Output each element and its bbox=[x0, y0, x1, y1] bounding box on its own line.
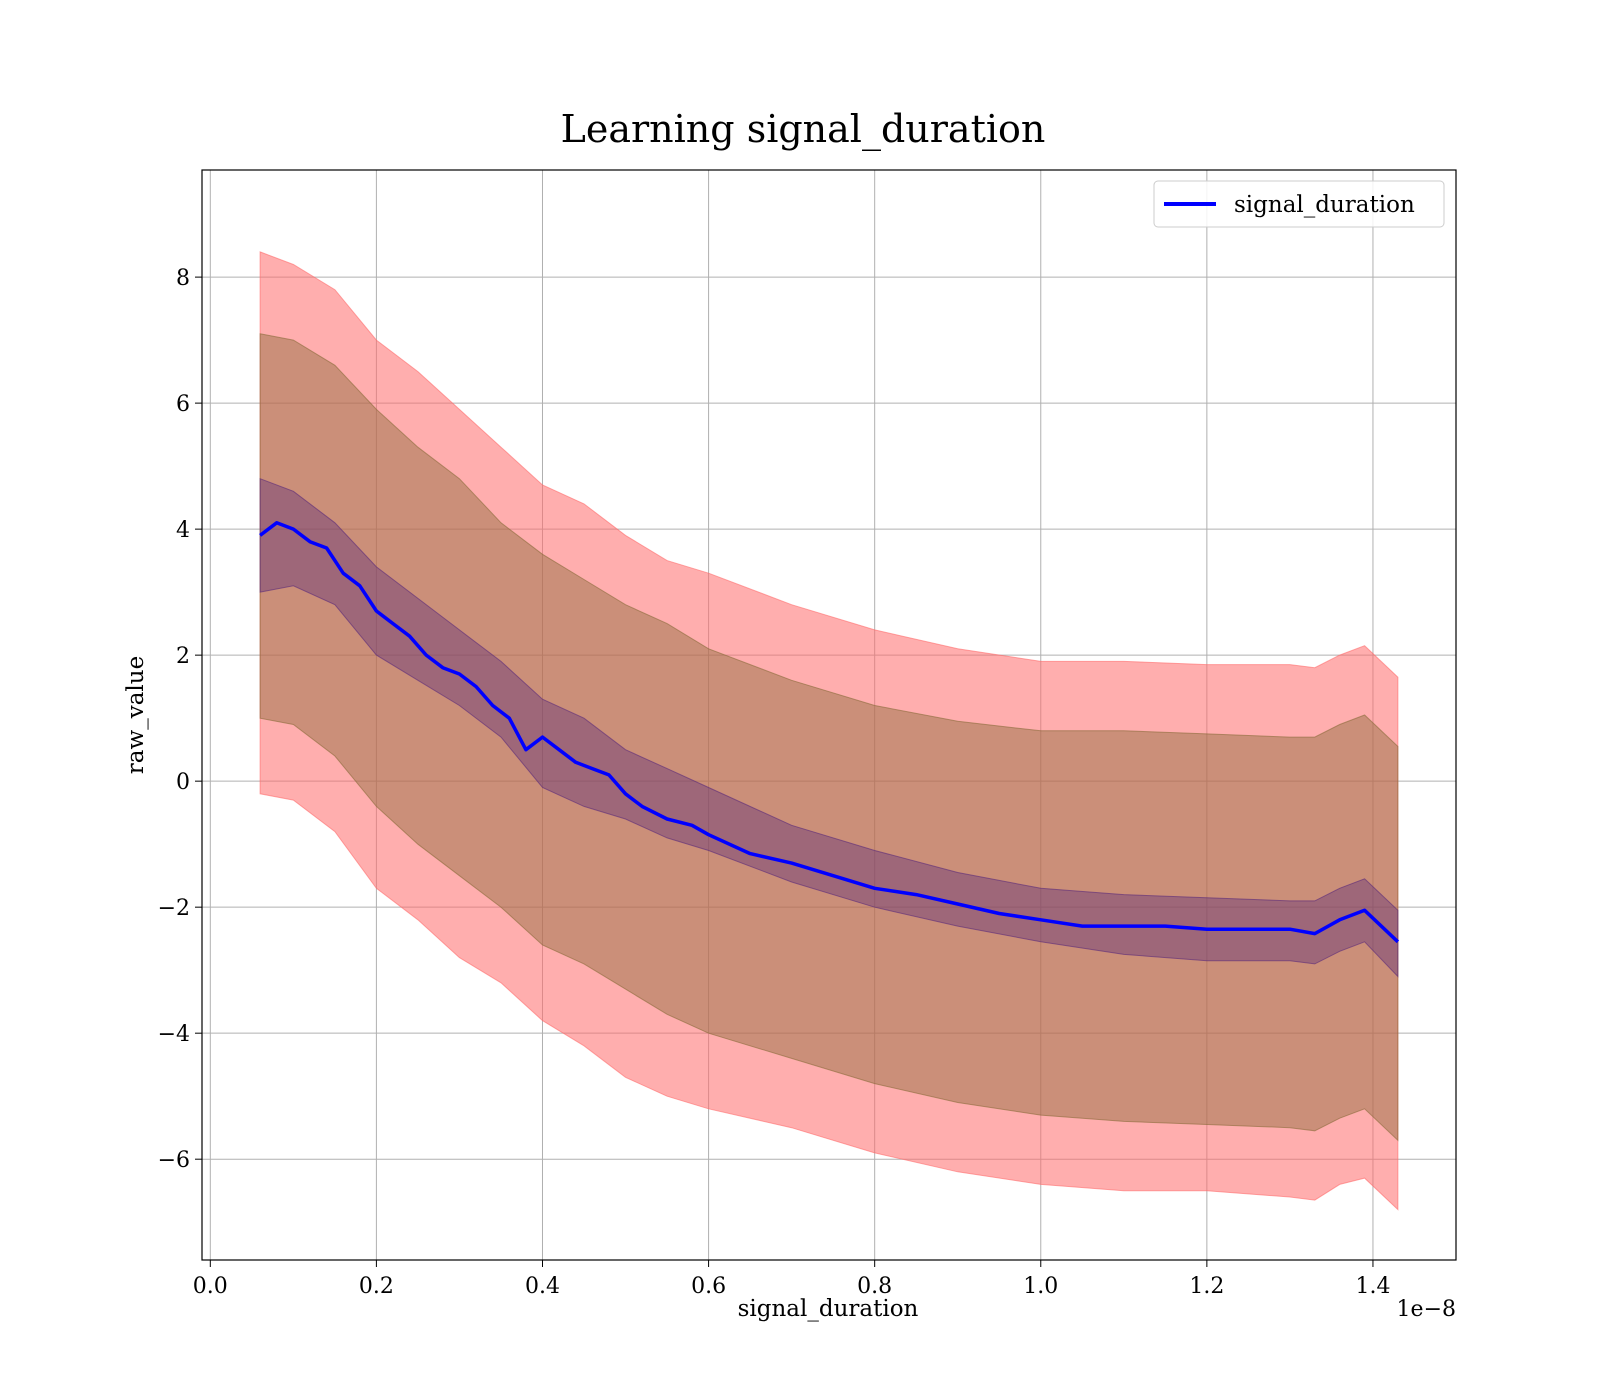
x-tick-label: 1.2 bbox=[1189, 1274, 1224, 1299]
band-middle bbox=[259, 333, 1399, 1142]
y-tick-label: −4 bbox=[158, 1022, 190, 1047]
y-tick-label: −6 bbox=[158, 1148, 190, 1173]
series-line bbox=[259, 521, 1400, 944]
plot-frame bbox=[201, 169, 1457, 1261]
legend: signal_duration bbox=[1153, 180, 1445, 228]
y-tick-label: 0 bbox=[176, 770, 190, 795]
x-tick-label: 0.2 bbox=[359, 1274, 394, 1299]
y-tick-label: 2 bbox=[176, 644, 190, 669]
x-axis-title: signal_duration bbox=[738, 1296, 919, 1322]
confidence-bands bbox=[259, 251, 1399, 1211]
x-tick-label: 0.6 bbox=[691, 1274, 726, 1299]
x-tick-label: 0.8 bbox=[857, 1274, 892, 1299]
x-tick-label: 1.0 bbox=[1023, 1274, 1058, 1299]
chart-title: Learning signal_duration bbox=[561, 107, 1046, 152]
band-inner bbox=[259, 477, 1399, 978]
y-tick-label: 8 bbox=[176, 266, 190, 291]
x-tick-label: 1.4 bbox=[1355, 1274, 1390, 1299]
x-axis-offset-label: 1e−8 bbox=[1397, 1297, 1456, 1322]
y-tick-label: 4 bbox=[176, 518, 190, 543]
band-outer bbox=[259, 251, 1399, 1211]
y-tick-label: 6 bbox=[176, 392, 190, 417]
legend-box bbox=[1153, 180, 1445, 228]
x-tick-label: 0.0 bbox=[193, 1274, 228, 1299]
y-tick-label: −2 bbox=[158, 896, 190, 921]
series-lines bbox=[259, 521, 1400, 944]
y-axis: −6 −4 −2 0 2 4 6 8 bbox=[158, 266, 202, 1173]
y-axis-title: raw_value bbox=[123, 656, 149, 774]
legend-label: signal_duration bbox=[1234, 192, 1415, 218]
x-tick-label: 0.4 bbox=[525, 1274, 560, 1299]
x-axis: 0.0 0.2 0.4 0.6 0.8 1.0 1.2 1.4 bbox=[193, 1260, 1390, 1299]
